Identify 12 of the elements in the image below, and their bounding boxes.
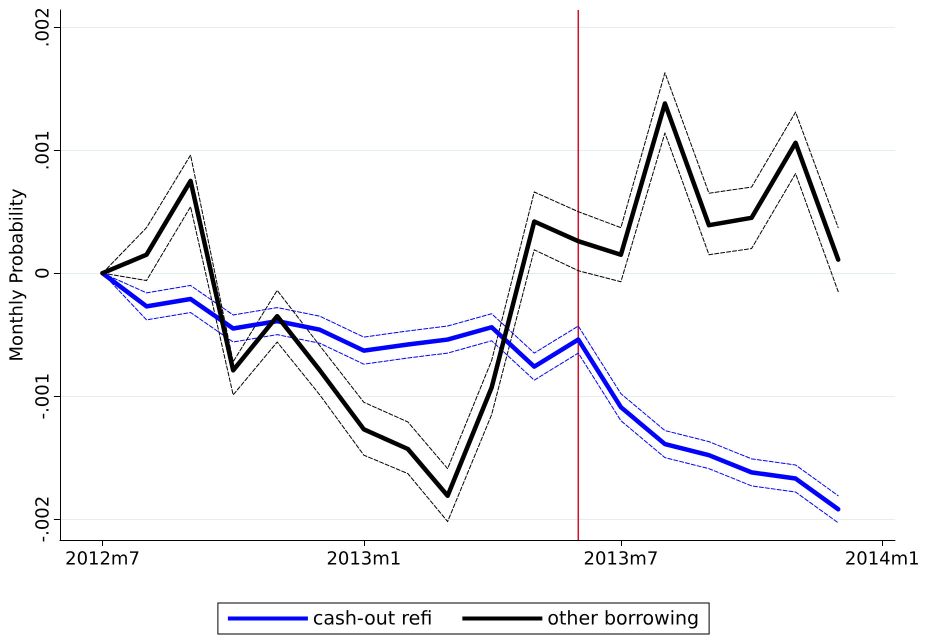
y-axis-title: Monthly Probability [6,188,28,362]
y-tick-label: 0 [32,267,54,279]
legend-label: other borrowing [547,608,700,630]
y-tick-label: .001 [32,130,54,170]
y-tick-label: -.002 [32,496,54,542]
x-tick-label: 2013m1 [326,548,402,570]
y-tick-label: -.001 [32,372,54,420]
x-tick-label: 2012m7 [65,548,140,570]
x-tick-label: 2013m7 [583,548,658,570]
legend-label: cash-out refi [312,608,432,630]
x-tick-label: 2014m1 [844,548,920,570]
y-tick-label: .002 [32,7,54,48]
